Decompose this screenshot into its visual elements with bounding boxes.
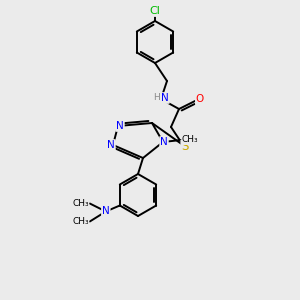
Text: N: N — [116, 121, 124, 131]
Text: N: N — [102, 206, 110, 217]
Text: S: S — [181, 140, 189, 154]
Text: H: H — [154, 94, 160, 103]
Text: N: N — [160, 137, 168, 147]
Text: O: O — [196, 94, 204, 104]
Text: N: N — [107, 140, 115, 150]
Text: Cl: Cl — [150, 6, 160, 16]
Text: CH₃: CH₃ — [72, 217, 89, 226]
Text: CH₃: CH₃ — [72, 199, 89, 208]
Text: CH₃: CH₃ — [182, 136, 199, 145]
Text: N: N — [161, 93, 169, 103]
